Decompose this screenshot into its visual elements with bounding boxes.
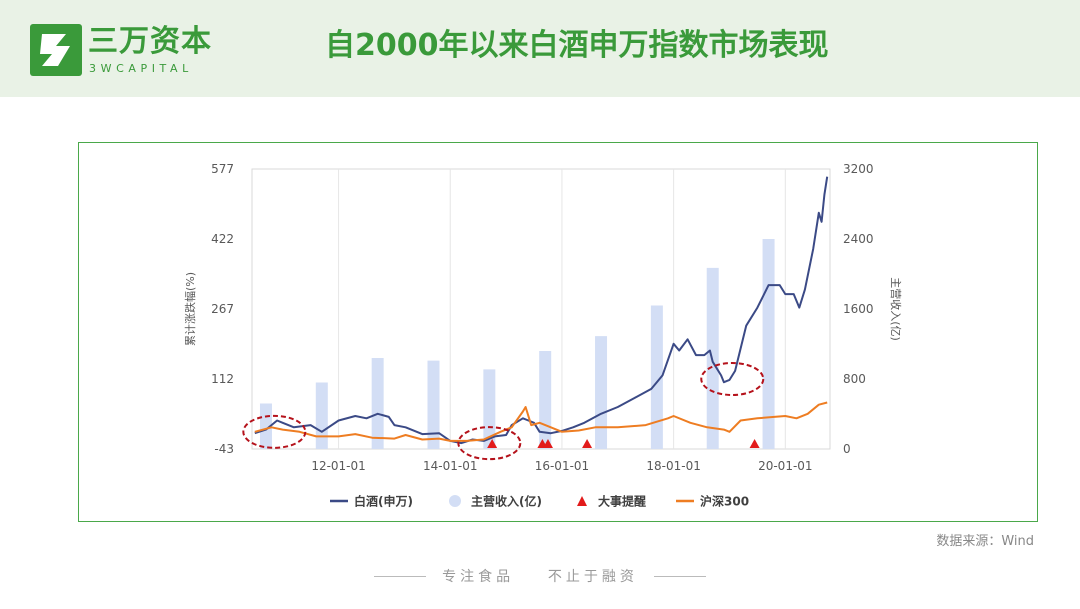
footer-slogan-right: 不止于融资 xyxy=(547,569,638,585)
legend-swatch-1 xyxy=(449,495,461,507)
y-left-tick-3: 112 xyxy=(211,372,234,386)
highlight-ellipse-1 xyxy=(457,426,522,461)
x-tick-1: 14-01-01 xyxy=(423,459,477,473)
revenue-bar-6 xyxy=(595,336,608,449)
y-left-tick-0: 577 xyxy=(211,162,234,176)
brand-name: 三万资本 xyxy=(88,24,212,59)
y-right-label: 主营收入(亿) xyxy=(889,277,903,341)
footer-divider-left xyxy=(373,575,426,577)
footer-divider-right xyxy=(654,575,707,577)
event-marker-3 xyxy=(582,439,593,448)
footer-slogan-left: 专注食品 xyxy=(442,569,515,585)
legend-swatch-2 xyxy=(577,496,587,506)
baijiu-line xyxy=(254,176,829,445)
legend-label-3: 沪深300 xyxy=(700,494,749,509)
x-tick-4: 20-01-01 xyxy=(758,459,812,473)
highlight-ellipse-0 xyxy=(242,414,307,449)
event-marker-4 xyxy=(749,439,760,448)
highlight-ellipse-2 xyxy=(700,362,765,396)
chart-frame xyxy=(78,142,1038,522)
x-tick-0: 12-01-01 xyxy=(311,459,365,473)
y-right-tick-1: 2400 xyxy=(843,232,874,246)
legend-label-1: 主营收入(亿) xyxy=(471,494,542,509)
footer-slogan: 专注食品 不止于融资 xyxy=(0,566,1080,586)
legend-label-0: 白酒(申万) xyxy=(354,494,413,509)
page-title: 自2000年以来白酒申万指数市场表现 xyxy=(325,28,829,63)
brand-name-en: 3WCAPITAL xyxy=(89,62,193,75)
header-band: 三万资本 3WCAPITAL 自2000年以来白酒申万指数市场表现 xyxy=(0,0,1080,97)
y-right-tick-4: 0 xyxy=(843,442,851,456)
x-tick-2: 16-01-01 xyxy=(535,459,589,473)
y-right-tick-3: 800 xyxy=(843,372,866,386)
y-right-tick-0: 3200 xyxy=(843,162,874,176)
revenue-bar-5 xyxy=(539,351,552,449)
y-left-tick-1: 422 xyxy=(211,232,234,246)
revenue-bar-1 xyxy=(315,382,328,449)
event-marker-0 xyxy=(487,439,498,448)
y-right-tick-2: 1600 xyxy=(843,302,874,316)
revenue-bar-0 xyxy=(259,403,272,449)
y-left-label: 累计涨跌幅(%) xyxy=(183,272,197,346)
y-left-tick-4: -43 xyxy=(214,442,234,456)
source-note: 数据来源：Wind xyxy=(936,534,1034,549)
event-marker-2 xyxy=(542,439,553,448)
x-tick-3: 18-01-01 xyxy=(646,459,700,473)
revenue-bar-7 xyxy=(650,305,663,449)
brand-logo-icon xyxy=(30,24,82,76)
revenue-bar-2 xyxy=(371,358,384,449)
legend-label-2: 大事提醒 xyxy=(598,494,646,509)
y-left-tick-2: 267 xyxy=(211,302,234,316)
revenue-bar-3 xyxy=(427,360,440,449)
revenue-bar-4 xyxy=(483,369,496,449)
hs300-line xyxy=(254,401,828,442)
